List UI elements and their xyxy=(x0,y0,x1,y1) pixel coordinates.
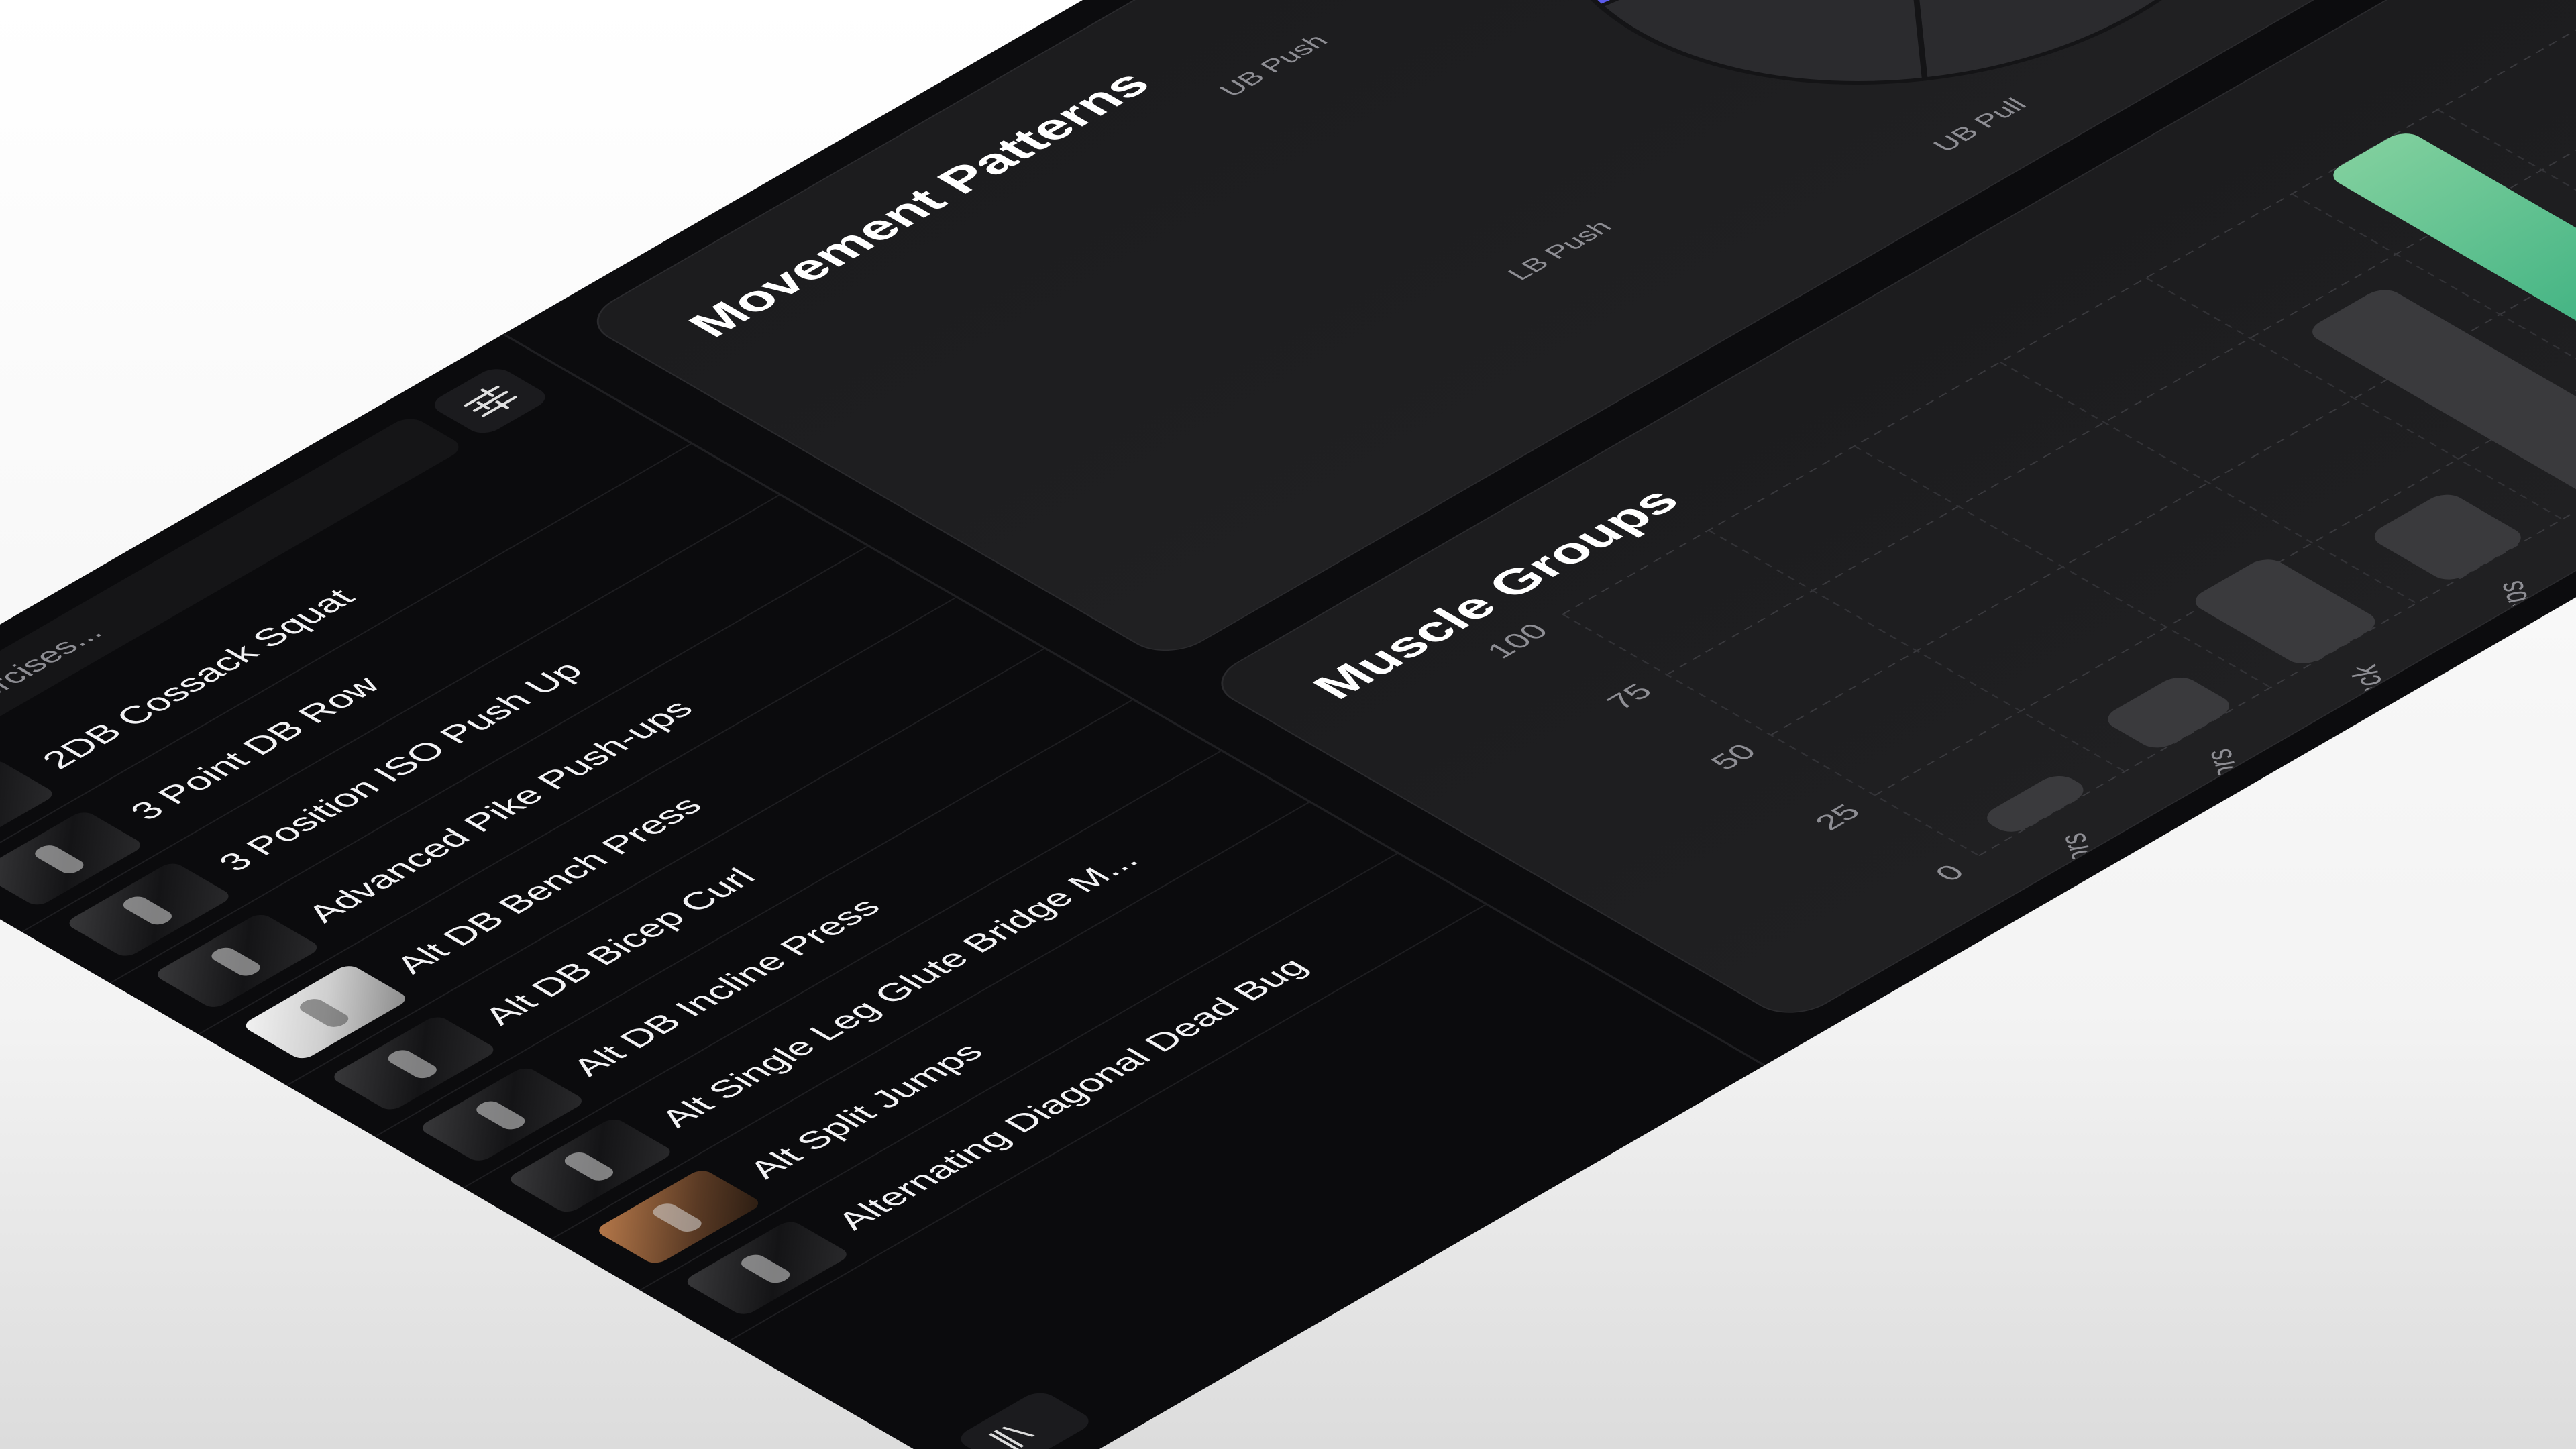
muscle-groups-card: Muscle Groups 0 25 50 75 100 Abductors Adducto… xyxy=(1202,0,2576,1024)
bar[interactable] xyxy=(2324,129,2576,417)
grid-line xyxy=(1666,0,2576,676)
y-tick-label: 50 xyxy=(1703,739,1764,774)
search-row xyxy=(0,364,553,801)
donut-label: UB Pull xyxy=(1927,95,2033,156)
filter-button[interactable] xyxy=(427,364,553,437)
exercise-sidebar: 2DB Cossack Squat 3 Point DB Row 3 Posit… xyxy=(0,333,1766,1449)
grid-line xyxy=(1999,361,2418,604)
bar[interactable] xyxy=(2187,555,2383,669)
donut-label: LB Push xyxy=(1502,217,1619,284)
grid-line xyxy=(1854,445,2271,688)
x-tick-label: Adductors xyxy=(2198,746,2269,843)
donut-slice[interactable] xyxy=(1596,0,1993,139)
y-tick-label: 25 xyxy=(1807,800,1868,835)
grid-line xyxy=(1707,529,2126,772)
grid-line xyxy=(2145,277,2563,520)
x-tick-label: Back xyxy=(2343,661,2398,714)
y-tick-label: 0 xyxy=(1927,860,1972,885)
x-tick-label: Biceps xyxy=(2489,578,2550,645)
library-button[interactable]: ‖\ xyxy=(953,1388,1097,1449)
x-tick-label: Abductors xyxy=(2052,830,2123,928)
grid-line xyxy=(1562,614,1980,857)
donut-label: UB Push xyxy=(1214,31,1334,101)
grid-line xyxy=(1562,0,2576,615)
bar[interactable] xyxy=(2304,285,2576,500)
sliders-icon xyxy=(464,386,517,417)
y-tick-label: 75 xyxy=(1599,679,1660,714)
library-icon: ‖\ xyxy=(980,1419,1040,1449)
bar[interactable] xyxy=(2366,490,2530,584)
bar[interactable] xyxy=(1978,771,2092,837)
bar[interactable] xyxy=(2099,673,2237,753)
muscle-groups-chart: 0255075100AbductorsAdductorsBackBicepsCa… xyxy=(1479,0,2576,928)
y-tick-label: 100 xyxy=(1479,619,1556,663)
grid-line xyxy=(2436,109,2576,352)
grid-line xyxy=(2291,193,2576,436)
donut-slice[interactable] xyxy=(1847,0,2208,107)
